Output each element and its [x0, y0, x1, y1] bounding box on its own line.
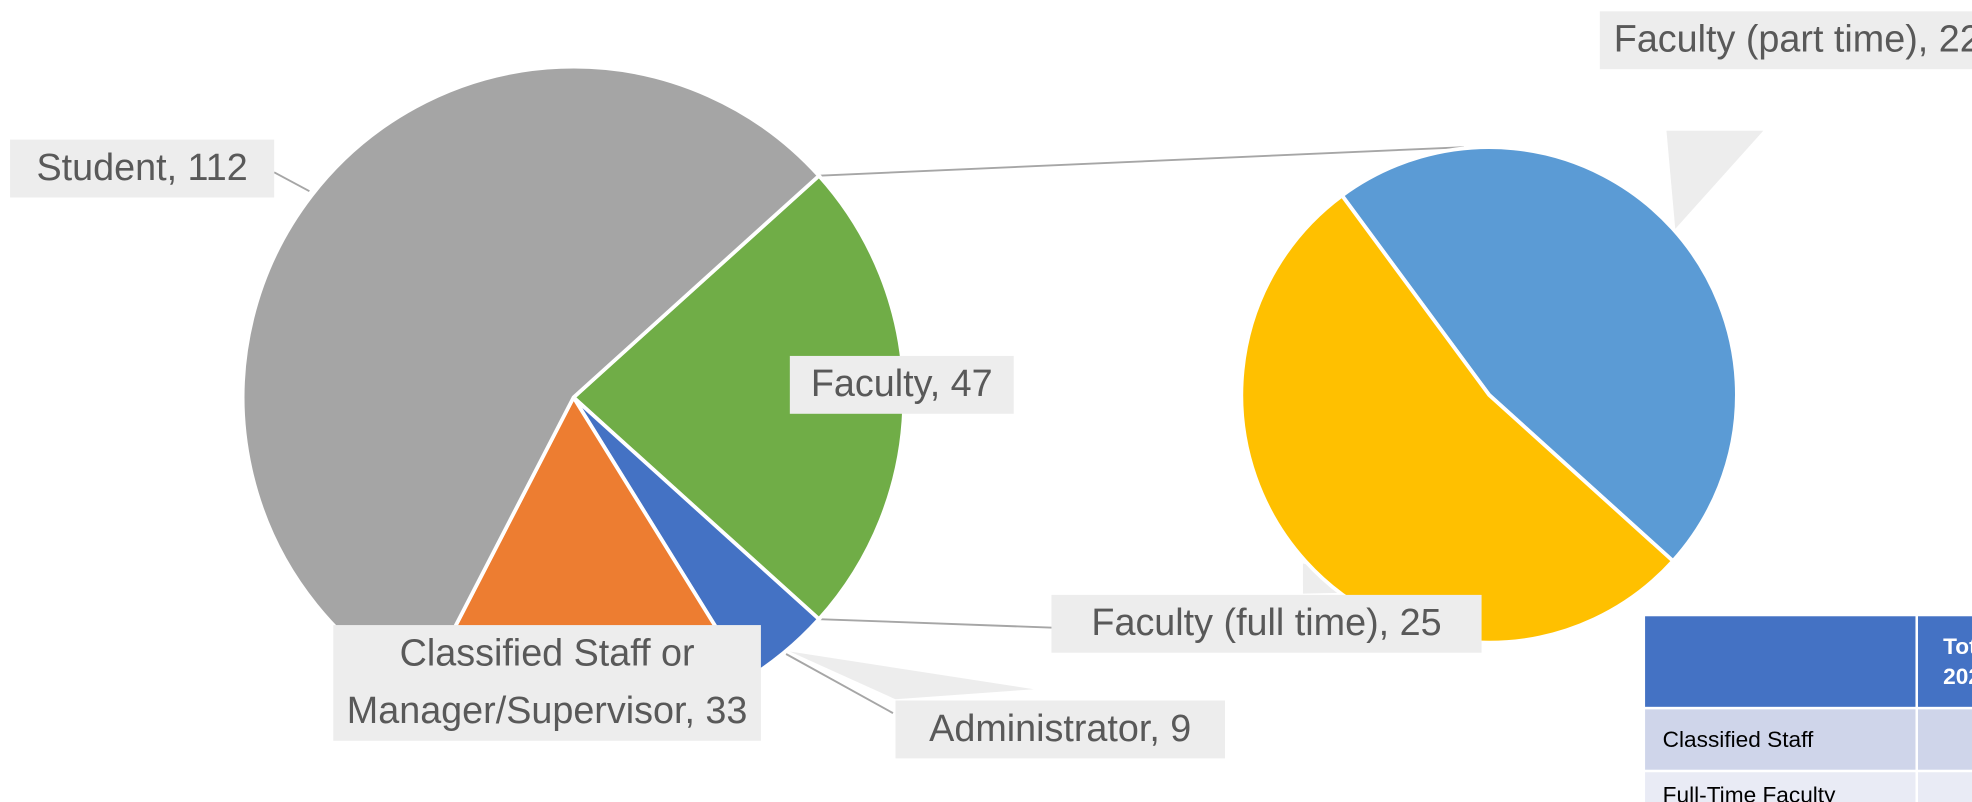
pie-slice: [1339, 145, 1739, 564]
leader-line: [785, 653, 894, 714]
table-header-cell: [1645, 616, 1916, 707]
table-cell: [1917, 709, 1972, 770]
data-label: Faculty, 47: [789, 355, 1014, 414]
data-label: Classified Staff or Manager/Supervisor, …: [333, 625, 761, 741]
data-label: Student, 112: [10, 139, 275, 198]
table-row-label: Full-Time Faculty: [1645, 772, 1916, 802]
data-label: Faculty (full time), 25: [1051, 594, 1482, 653]
table-header: Total 2020: [1917, 616, 1972, 707]
table-cell: [1917, 772, 1972, 802]
leader-line: [273, 171, 310, 193]
data-label: Faculty (part time), 22: [1599, 11, 1972, 70]
table-row-label: Classified Staff: [1645, 709, 1916, 770]
data-label: Administrator, 9: [895, 700, 1225, 759]
pie-slice: [1239, 192, 1676, 645]
connector-line: [818, 146, 1465, 177]
callout: [789, 651, 1034, 700]
callout: [1666, 130, 1764, 229]
pie-slice: [240, 64, 822, 694]
